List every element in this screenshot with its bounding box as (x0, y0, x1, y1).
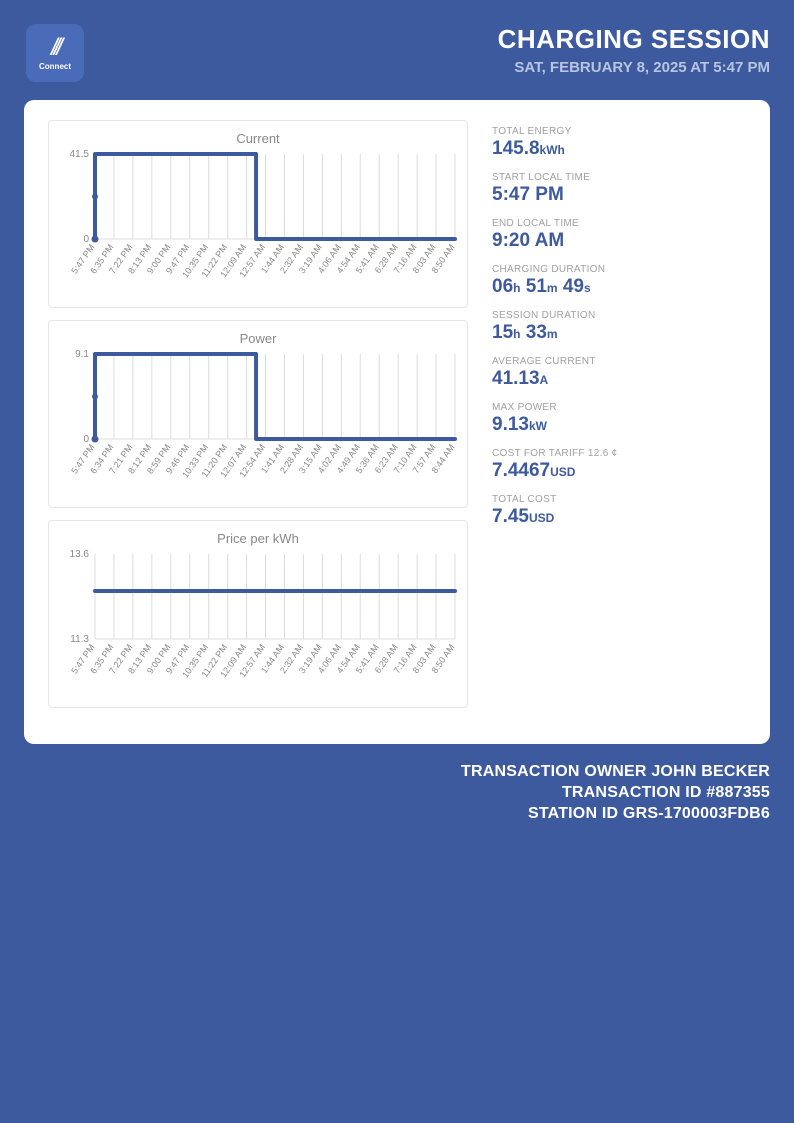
stat-value: 9:20 AM (492, 230, 746, 252)
svg-text:13.6: 13.6 (70, 549, 90, 560)
chart-power: Power 09.1 5:47 PM6:34 PM7:21 PM8:12 PM8… (48, 320, 468, 508)
stat-value: 7.45USD (492, 506, 746, 528)
page-header: /// Connect CHARGING SESSION SAT, FEBRUA… (0, 0, 794, 100)
page-subtitle: SAT, FEBRUARY 8, 2025 AT 5:47 PM (498, 59, 770, 76)
footer-txid: TRANSACTION ID #887355 (24, 783, 770, 804)
stat-label: START LOCAL TIME (492, 172, 746, 183)
footer: TRANSACTION OWNER JOHN BECKER TRANSACTIO… (0, 744, 794, 824)
stat-value: 7.4467USD (492, 460, 746, 482)
stat-avg-current: AVERAGE CURRENT 41.13A (492, 356, 746, 390)
main-card: Current 041.5 5:47 PM6:35 PM7:22 PM8:13 … (24, 100, 770, 744)
stat-label: MAX POWER (492, 402, 746, 413)
svg-text:41.5: 41.5 (70, 149, 90, 160)
stat-value: 15h 33m (492, 322, 746, 344)
chart-current: Current 041.5 5:47 PM6:35 PM7:22 PM8:13 … (48, 120, 468, 308)
chart-title: Current (59, 131, 457, 146)
stat-cost-tariff: COST FOR TARIFF 12.6 ¢ 7.4467USD (492, 448, 746, 482)
chart-title: Price per kWh (59, 531, 457, 546)
logo-label: Connect (39, 62, 71, 71)
chart-price-per-kwh: Price per kWh 11.313.6 5:47 PM6:35 PM7:2… (48, 520, 468, 708)
stat-label: TOTAL ENERGY (492, 126, 746, 137)
svg-text:11.3: 11.3 (70, 634, 89, 645)
stat-value: 5:47 PM (492, 184, 746, 206)
stat-total-cost: TOTAL COST 7.45USD (492, 494, 746, 528)
logo-icon: /// (51, 36, 59, 60)
stats-column: TOTAL ENERGY 145.8kWh START LOCAL TIME 5… (492, 120, 746, 720)
chart-title: Power (59, 331, 457, 346)
page-title: CHARGING SESSION (498, 24, 770, 55)
stat-value: 145.8kWh (492, 138, 746, 160)
footer-station: STATION ID GRS-1700003FDB6 (24, 804, 770, 825)
stat-label: SESSION DURATION (492, 310, 746, 321)
stat-total-energy: TOTAL ENERGY 145.8kWh (492, 126, 746, 160)
footer-owner: TRANSACTION OWNER JOHN BECKER (24, 762, 770, 783)
stat-label: AVERAGE CURRENT (492, 356, 746, 367)
stat-value: 41.13A (492, 368, 746, 390)
header-text: CHARGING SESSION SAT, FEBRUARY 8, 2025 A… (498, 24, 770, 76)
chart-svg: 11.313.6 5:47 PM6:35 PM7:22 PM8:13 PM9:0… (59, 546, 457, 706)
charts-column: Current 041.5 5:47 PM6:35 PM7:22 PM8:13 … (48, 120, 468, 720)
stat-label: TOTAL COST (492, 494, 746, 505)
svg-text:9.1: 9.1 (75, 349, 89, 360)
stat-start-time: START LOCAL TIME 5:47 PM (492, 172, 746, 206)
chart-svg: 09.1 5:47 PM6:34 PM7:21 PM8:12 PM8:59 PM… (59, 346, 457, 506)
chart-svg: 041.5 5:47 PM6:35 PM7:22 PM8:13 PM9:00 P… (59, 146, 457, 306)
stat-max-power: MAX POWER 9.13kW (492, 402, 746, 436)
stat-session-duration: SESSION DURATION 15h 33m (492, 310, 746, 344)
stat-value: 9.13kW (492, 414, 746, 436)
stat-charging-duration: CHARGING DURATION 06h 51m 49s (492, 264, 746, 298)
stat-end-time: END LOCAL TIME 9:20 AM (492, 218, 746, 252)
stat-value: 06h 51m 49s (492, 276, 746, 298)
stat-label: CHARGING DURATION (492, 264, 746, 275)
stat-label: END LOCAL TIME (492, 218, 746, 229)
stat-label: COST FOR TARIFF 12.6 ¢ (492, 448, 746, 459)
logo: /// Connect (26, 24, 84, 82)
